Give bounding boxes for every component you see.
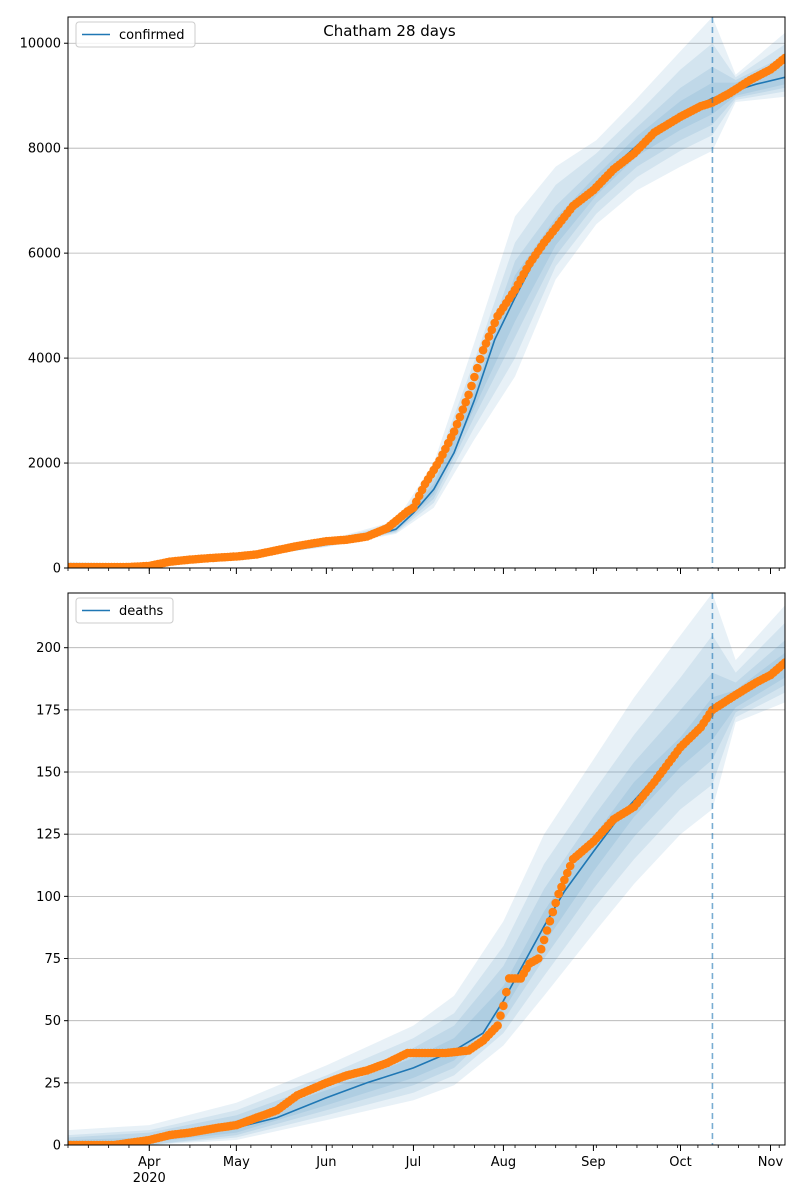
data-point: [470, 372, 479, 382]
plot-area: [68, 17, 785, 568]
data-point: [467, 381, 476, 391]
legend: confirmed: [75, 21, 196, 48]
data-point: [554, 889, 563, 899]
data-point: [548, 907, 558, 917]
y-tick-label: 150: [36, 766, 61, 781]
confidence-band-1: [68, 622, 785, 1145]
x-tick-label: Jul: [405, 1155, 422, 1170]
y-tick-label: 6000: [28, 247, 61, 262]
y-tick-label: 10000: [20, 37, 61, 52]
data-point: [536, 944, 546, 954]
axes-frame: [67, 16, 786, 569]
y-tick-label: 0: [53, 1139, 61, 1154]
y-tick-label: 0: [53, 562, 61, 577]
data-point: [487, 325, 497, 335]
data-point: [484, 332, 494, 341]
data-point: [490, 318, 500, 328]
y-tick-label: 4000: [28, 352, 61, 367]
data-point: [493, 1021, 502, 1030]
data-point: [534, 954, 543, 963]
plot-area: [68, 593, 785, 1145]
legend-label: confirmed: [119, 28, 185, 43]
legend-box: [75, 597, 174, 624]
data-point: [560, 875, 569, 885]
data-point: [449, 427, 459, 436]
y-tick-label: 200: [36, 641, 61, 656]
data-point: [496, 1011, 505, 1020]
axes-frame: [67, 592, 786, 1146]
y-tick-label: 2000: [28, 457, 61, 472]
confidence-band-3: [68, 652, 785, 1145]
legend-box: [75, 21, 196, 48]
data-point: [461, 397, 471, 407]
data-point: [780, 53, 785, 63]
data-point: [780, 658, 785, 667]
y-tick-label: 25: [44, 1076, 61, 1091]
legend-label: deaths: [119, 604, 164, 619]
y-tick-label: 8000: [28, 142, 61, 157]
y-tick-label: 125: [36, 828, 61, 843]
data-point: [475, 354, 485, 364]
x-tick-label: Aug: [491, 1155, 516, 1170]
data-point: [545, 916, 555, 926]
confidence-band-0: [68, 593, 785, 1145]
data-point: [499, 1001, 508, 1011]
y-tick-label: 175: [36, 703, 61, 718]
data-point: [452, 419, 462, 429]
data-point: [502, 987, 511, 997]
data-point: [478, 345, 488, 355]
x-tick-label: May: [223, 1155, 250, 1170]
y-tick-label: 50: [44, 1014, 61, 1029]
confidence-band-0: [68, 17, 785, 568]
data-point: [464, 390, 473, 400]
x-tick-label: Nov: [758, 1155, 784, 1170]
data-point: [551, 898, 560, 908]
x-tick-label: Apr: [138, 1155, 161, 1170]
chart-panel-0: 0 2000 4000 6000 8000 10000 Chatham 28 days con…: [20, 16, 786, 577]
chart-title: Chatham 28 days: [323, 22, 456, 40]
legend: deaths: [75, 597, 174, 624]
data-point: [481, 339, 491, 348]
data-point: [455, 412, 465, 422]
data-point: [563, 868, 572, 878]
data-point: [557, 882, 566, 892]
x-tick-label: Jun: [315, 1155, 336, 1170]
data-point: [473, 363, 482, 373]
x-tick-sublabel: 2020: [133, 1171, 166, 1186]
confidence-band-2: [68, 640, 785, 1145]
data-point: [542, 926, 552, 935]
x-tick-label: Sep: [581, 1155, 606, 1170]
confidence-band-2: [68, 55, 785, 568]
data-point: [458, 405, 468, 414]
x-tick-label: Oct: [669, 1155, 691, 1170]
y-tick-label: 100: [36, 890, 61, 905]
data-point: [565, 861, 575, 871]
data-point: [539, 935, 549, 945]
y-tick-label: 75: [44, 952, 61, 967]
